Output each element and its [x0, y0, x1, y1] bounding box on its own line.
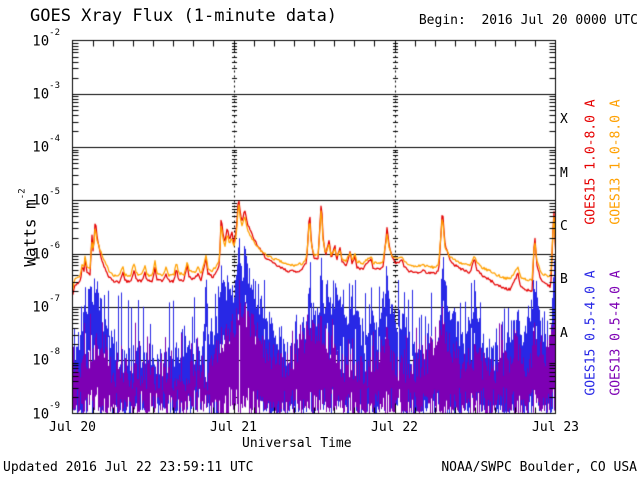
x-tick-label: Jul 22	[371, 420, 418, 435]
y-tick-label: 10-7	[32, 293, 60, 316]
flare-class-letter: B	[560, 272, 568, 288]
begin-timestamp: Begin: 2016 Jul 20 0000 UTC	[418, 13, 638, 28]
updated-timestamp: Updated 2016 Jul 22 23:59:11 UTC	[3, 460, 254, 475]
y-tick-label: 10-3	[32, 80, 60, 103]
legend-goes15-long: GOES15 1.0-8.0 A	[583, 99, 599, 225]
x-tick-label: Jul 20	[49, 420, 96, 435]
flare-class-letter: A	[560, 325, 568, 341]
y-tick-label: 10-8	[32, 347, 60, 369]
y-tick-label: 10-4	[32, 134, 60, 156]
x-tick-label: Jul 21	[210, 420, 257, 435]
y-tick-label: 10-9	[32, 400, 60, 423]
legend-goes15-short: GOES15 0.5-4.0 A	[583, 270, 599, 396]
flare-class-letter: C	[560, 219, 568, 234]
y-tick-label: 10-2	[32, 27, 60, 50]
legend-goes13-short: GOES13 0.5-4.0 A	[608, 270, 624, 396]
x-tick-label: Jul 23	[532, 420, 579, 435]
flare-class-letter: X	[560, 112, 568, 128]
y-axis-label: Watts m-2	[17, 188, 40, 267]
y-tick-label: 10-6	[32, 240, 60, 263]
legend-goes13-long: GOES13 1.0-8.0 A	[608, 99, 624, 225]
flare-class-letter: M	[560, 165, 568, 181]
x-axis-label: Universal Time	[242, 436, 352, 451]
source-attribution: NOAA/SWPC Boulder, CO USA	[441, 460, 637, 475]
y-tick-label: 10-5	[32, 187, 60, 209]
chart-title: GOES Xray Flux (1-minute data)	[30, 6, 338, 26]
